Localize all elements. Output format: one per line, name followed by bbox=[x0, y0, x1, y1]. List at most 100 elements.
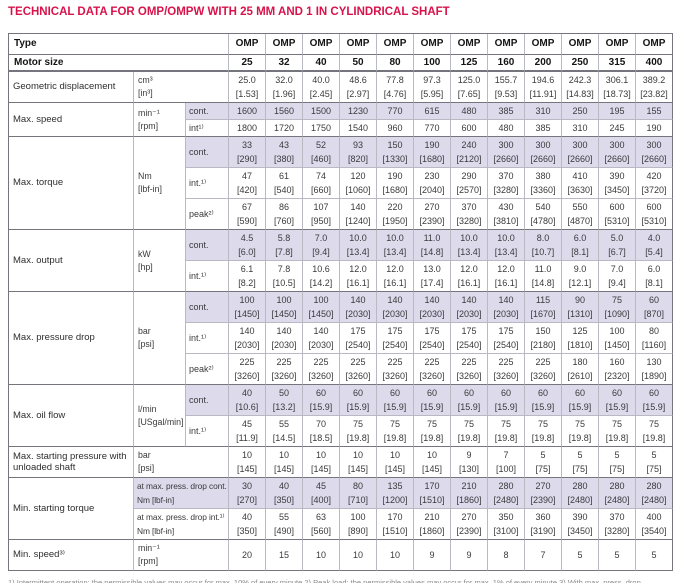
data-cell-text: 5 bbox=[540, 450, 546, 460]
condition-cell: peak²⁾ bbox=[186, 354, 230, 385]
type-header-label: Type bbox=[9, 34, 230, 55]
data-cell-text: [1450] bbox=[271, 309, 297, 319]
data-cell-text: 10 bbox=[353, 450, 364, 460]
unit-cell-text: l/min bbox=[138, 403, 157, 414]
data-cell-text: 270 bbox=[535, 481, 551, 491]
data-cell-text: 30 bbox=[242, 481, 253, 491]
unit-cell-text: [USgal/min] bbox=[138, 416, 184, 427]
data-cell: 225 [3260] bbox=[229, 354, 267, 385]
data-cell-text: 47 bbox=[242, 171, 253, 181]
data-cell-text: [15.9] bbox=[642, 402, 666, 412]
data-cell-text: 4.5 bbox=[240, 233, 254, 243]
data-cell: 480 bbox=[451, 103, 489, 120]
motor-size-cell: 32 bbox=[266, 55, 304, 72]
data-cell-text: 25.0 bbox=[238, 75, 256, 85]
unit-cell-text: [in³] bbox=[138, 88, 153, 98]
data-cell-text: [2480] bbox=[604, 495, 630, 505]
data-cell-text: [2030] bbox=[308, 340, 334, 350]
data-cell-text: 130 bbox=[646, 357, 662, 367]
data-cell: 100 [1450] bbox=[599, 323, 637, 354]
data-cell-text: [1860] bbox=[419, 526, 445, 536]
data-cell-text: [2030] bbox=[271, 340, 297, 350]
page-title: TECHNICAL DATA FOR OMP/OMPW WITH 25 MM A… bbox=[8, 6, 450, 18]
data-cell-text: 12.0 bbox=[386, 264, 404, 274]
data-cell-text: [2570] bbox=[456, 185, 482, 195]
data-cell-text: 245 bbox=[609, 123, 625, 133]
data-cell-text: 225 bbox=[461, 357, 477, 367]
unit-cell: cm³ [in³] bbox=[134, 72, 230, 103]
data-cell-text: [4780] bbox=[530, 216, 556, 226]
row-label-text: Max. pressure drop bbox=[13, 332, 95, 344]
data-cell-text: 77.8 bbox=[386, 75, 404, 85]
data-cell: 9 [130] bbox=[451, 447, 489, 478]
data-cell-text: 210 bbox=[424, 512, 440, 522]
data-cell-text: [560] bbox=[311, 526, 332, 536]
data-cell-text: 67 bbox=[242, 202, 253, 212]
data-cell-text: 9 bbox=[466, 450, 472, 460]
data-cell-text: [10.5] bbox=[272, 278, 296, 288]
data-cell-text: 10.0 bbox=[349, 233, 367, 243]
data-cell-text: 150 bbox=[535, 326, 551, 336]
data-cell: 125 [1810] bbox=[562, 323, 600, 354]
type-cell-text: OMP bbox=[383, 38, 407, 49]
data-cell-text: 270 bbox=[461, 512, 477, 522]
data-cell-text: 1540 bbox=[348, 123, 369, 133]
data-cell-text: 225 bbox=[276, 357, 292, 367]
condition-cell: at max. press. drop int.¹⁾ Nm [lbf-in] bbox=[134, 509, 230, 540]
data-cell: 10.0 [13.4] bbox=[488, 230, 526, 261]
data-cell: 370 [3280] bbox=[488, 168, 526, 199]
unit-cell-text: [hp] bbox=[138, 261, 153, 272]
data-cell-text: [14.83] bbox=[566, 89, 594, 99]
data-cell-text: [3260] bbox=[493, 371, 519, 381]
data-cell-text: 310 bbox=[535, 106, 551, 116]
condition-cell-text: Nm [lbf-in] bbox=[137, 526, 175, 536]
data-cell-text: 220 bbox=[387, 202, 403, 212]
data-cell-text: 75 bbox=[649, 419, 660, 429]
data-cell-text: [3260] bbox=[419, 371, 445, 381]
row-label-text: Max. speed bbox=[13, 113, 63, 125]
data-cell: 280 [2480] bbox=[599, 478, 637, 509]
condition-cell: peak²⁾ bbox=[186, 199, 230, 230]
data-cell-text: [3260] bbox=[271, 371, 297, 381]
data-cell: 86 [760] bbox=[266, 199, 304, 230]
unit-cell-text: min⁻¹ bbox=[138, 107, 160, 118]
data-cell: 6.0 [8.1] bbox=[636, 261, 674, 292]
data-cell-text: [2540] bbox=[419, 340, 445, 350]
data-cell-text: [11.9] bbox=[236, 433, 258, 443]
data-cell-text: 100 bbox=[609, 326, 625, 336]
data-cell-text: 170 bbox=[387, 512, 403, 522]
data-cell: 75 [19.8] bbox=[488, 416, 526, 447]
data-cell-text: [23.82] bbox=[640, 89, 668, 99]
data-cell-text: [15.9] bbox=[531, 402, 555, 412]
data-cell-text: 240 bbox=[461, 140, 477, 150]
data-cell-text: 10.6 bbox=[312, 264, 330, 274]
data-cell-text: 120 bbox=[350, 171, 366, 181]
data-cell-text: 360 bbox=[535, 512, 551, 522]
data-cell-text: 385 bbox=[535, 123, 551, 133]
unit-cell-text: [psi] bbox=[138, 339, 155, 349]
data-cell-text: 350 bbox=[498, 512, 514, 522]
data-cell-text: [590] bbox=[237, 216, 258, 226]
data-cell-text: 960 bbox=[387, 123, 403, 133]
data-cell: 380 [3360] bbox=[525, 168, 563, 199]
data-cell-text: 15 bbox=[279, 550, 290, 560]
data-cell: 60 [15.9] bbox=[599, 385, 637, 416]
data-cell-text: 150 bbox=[387, 140, 403, 150]
data-cell-text: 280 bbox=[609, 481, 625, 491]
data-cell-text: [1.53] bbox=[235, 89, 259, 99]
data-cell-text: [2390] bbox=[530, 495, 556, 505]
data-cell-text: 140 bbox=[239, 326, 255, 336]
data-cell: 77.8 [4.76] bbox=[377, 72, 415, 103]
data-cell: 140 [1240] bbox=[340, 199, 378, 230]
data-cell: 9 bbox=[414, 540, 452, 571]
data-cell-text: 100 bbox=[276, 295, 292, 305]
data-cell: 550 [4870] bbox=[562, 199, 600, 230]
footnote: 1) Intermittent operation: the permissib… bbox=[8, 578, 672, 583]
data-cell: 140 [2030] bbox=[340, 292, 378, 323]
motor-size-cell: 125 bbox=[451, 55, 489, 72]
data-cell-text: 400 bbox=[646, 512, 662, 522]
data-cell-text: [1680] bbox=[382, 185, 408, 195]
data-cell: 45 [11.9] bbox=[229, 416, 267, 447]
condition-cell: cont. bbox=[186, 385, 230, 416]
data-cell-text: 60 bbox=[575, 388, 586, 398]
